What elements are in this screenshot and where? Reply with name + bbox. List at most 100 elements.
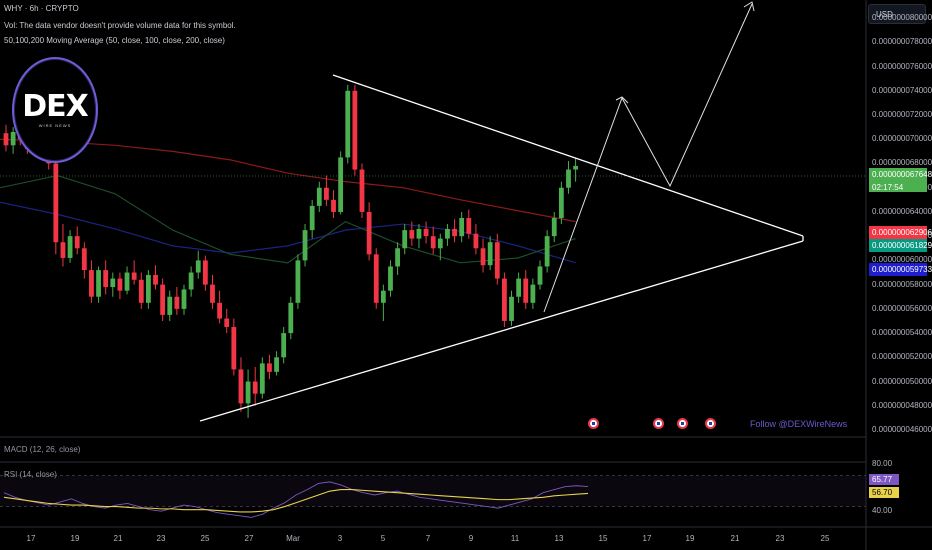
price-tick-label: 0.000000070000 [872, 134, 932, 144]
volume-line: Vol: The data vendor doesn't provide vol… [4, 21, 236, 30]
time-tick-label: 13 [554, 534, 564, 543]
candle-body [60, 242, 66, 258]
price-tick-label: 0.000000078000 [872, 37, 932, 47]
last-price-tag: 0.000000067648 02:17:54 [869, 168, 932, 192]
candle-body [373, 254, 379, 303]
rsi-pane [0, 475, 866, 518]
candle-body [53, 163, 59, 243]
candle-body [473, 233, 479, 249]
us-flag-event-icon[interactable] [653, 418, 664, 429]
candle-body [103, 270, 109, 288]
price-tick-label: 0.000000076000 [872, 61, 932, 71]
candle-body [445, 228, 450, 239]
dex-logo: DEX WIRE NEWS [12, 57, 98, 163]
time-tick-label: 23 [775, 534, 785, 543]
projection-path [543, 3, 753, 313]
candle-body [452, 228, 457, 237]
currency-button[interactable]: USD [868, 4, 926, 24]
logo-subtext: WIRE NEWS [38, 123, 72, 128]
candle-body [558, 187, 564, 218]
candle-body [459, 218, 465, 237]
candle-body [502, 278, 507, 321]
price-tick-label: 0.000000060000 [872, 255, 932, 265]
rsi-line [3, 481, 589, 518]
ma100-line [0, 201, 576, 264]
candle-body [195, 260, 201, 273]
candle-body [537, 266, 543, 285]
macd-label[interactable]: MACD (12, 26, close) [4, 445, 81, 454]
price-tick-label: 0.000000064000 [872, 206, 932, 216]
candle-body [359, 169, 365, 212]
price-tick-label: 0.000000074000 [872, 85, 932, 95]
ma200-tag: 0.000000062906 [869, 226, 932, 239]
candle-body [380, 290, 386, 303]
candle-body [3, 133, 9, 146]
time-tick-label: 7 [425, 534, 431, 543]
time-tick-label: 15 [598, 534, 608, 543]
candle-body [345, 90, 351, 158]
candle-body [416, 228, 422, 239]
candle-body [110, 278, 116, 288]
candle-body [409, 230, 415, 239]
candle-body [402, 230, 408, 249]
candle-body [324, 187, 329, 200]
triangle-lower-line [199, 240, 804, 422]
candle-body [566, 169, 571, 188]
rsi-ma-line [3, 489, 589, 513]
price-tick-label: 0.000000046000 [872, 425, 932, 434]
us-flag-event-icon[interactable] [677, 418, 688, 429]
candle-body [202, 260, 208, 285]
candle-body [302, 230, 308, 261]
price-tick-label: 0.000000058000 [872, 279, 932, 289]
candle-body [430, 236, 436, 249]
us-flag-event-icon[interactable] [705, 418, 716, 429]
ma200-line [0, 138, 576, 223]
rsi-value-tag: 65.77 [869, 474, 899, 485]
candle-body [281, 333, 287, 358]
candle-body [516, 278, 522, 297]
time-tick-label: 19 [70, 534, 80, 543]
candle-body [331, 199, 336, 212]
time-tick-label: 11 [510, 534, 520, 543]
candle-body [81, 248, 87, 271]
candle-body [259, 363, 265, 394]
candle-body [146, 274, 151, 303]
price-tick-label: 0.000000052000 [872, 352, 932, 362]
moving-average-legend[interactable]: 50,100,200 Moving Average (50, close, 10… [4, 36, 225, 45]
us-flag-event-icon[interactable] [588, 418, 599, 429]
ma50-line [0, 174, 576, 264]
candle-body [245, 381, 251, 404]
candle-body [316, 187, 322, 206]
candle-body [274, 357, 279, 372]
candle-body [210, 284, 215, 303]
price-tick-label: 0.000000048000 [872, 400, 932, 410]
candle-body [573, 165, 578, 170]
rsi-label[interactable]: RSI (14, close) [4, 470, 57, 479]
price-tick-label: 0.000000072000 [872, 110, 932, 120]
candle-body [124, 272, 130, 291]
time-tick-label: 21 [113, 534, 123, 543]
symbol-line[interactable]: WHY · 6h · CRYPTO [4, 4, 79, 13]
candle-body [544, 236, 550, 267]
time-tick-label: 19 [685, 534, 695, 543]
last-price-value: 0.000000067648 [872, 170, 932, 179]
candle-body [437, 238, 443, 249]
candle-body [224, 318, 230, 328]
candle-body [466, 218, 472, 234]
candle-body [117, 278, 123, 291]
bar-countdown: 02:17:54 [872, 183, 904, 192]
candle-body [89, 270, 94, 297]
candles [3, 84, 578, 418]
candle-body [509, 296, 514, 321]
candle-body [96, 270, 101, 297]
candle-body [138, 279, 144, 303]
price-tick-label: 0.000000054000 [872, 328, 932, 338]
candle-body [153, 274, 158, 285]
time-tick-label: Mar [286, 534, 300, 543]
time-tick-label: 21 [730, 534, 740, 543]
candle-body [10, 131, 16, 146]
follow-watermark: Follow @DEXWireNews [750, 419, 848, 429]
